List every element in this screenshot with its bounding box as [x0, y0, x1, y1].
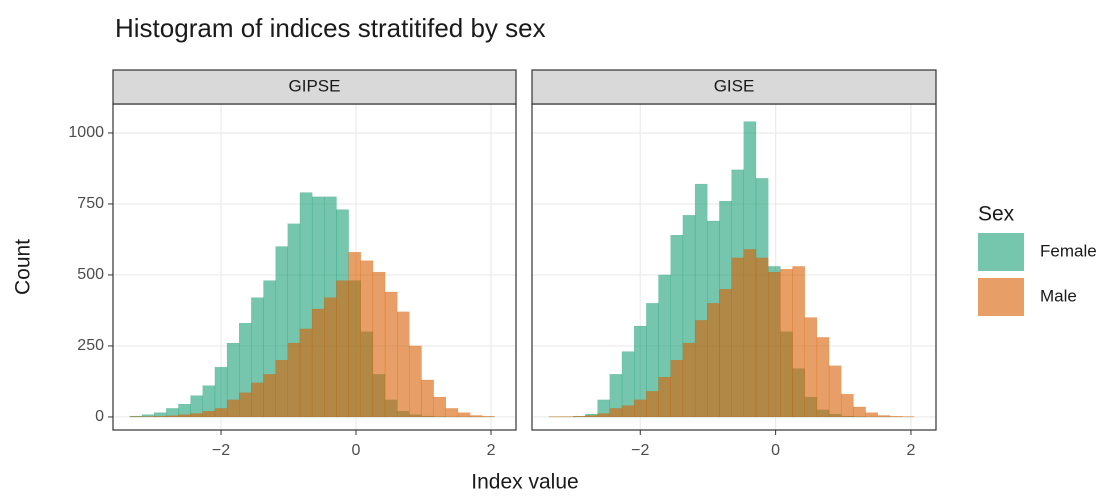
x-tick-label: 0	[771, 442, 780, 459]
histogram-bar	[287, 342, 301, 418]
histogram-bar	[719, 288, 732, 418]
histogram-bar	[226, 399, 240, 418]
chart-title: Histogram of indices stratitifed by sex	[115, 13, 546, 43]
x-tick-label: 0	[352, 442, 361, 459]
histogram-bar	[573, 416, 586, 418]
legend-label: Female	[1040, 241, 1097, 260]
y-tick-label: 500	[77, 266, 104, 283]
histogram-bar	[743, 249, 757, 418]
histogram-bar	[597, 413, 610, 418]
histogram-bar	[154, 416, 167, 418]
x-axis-label: Index value	[471, 471, 578, 494]
histogram-bar	[585, 415, 598, 418]
y-tick-label: 750	[77, 195, 104, 212]
facet-strip	[531, 69, 937, 105]
x-tick-label: −2	[212, 442, 230, 459]
y-tick-label: 0	[95, 408, 104, 425]
histogram-bar	[336, 280, 349, 418]
histogram-bar	[755, 257, 769, 418]
x-tick-label: 2	[907, 442, 916, 459]
facet-title: GIPSE	[289, 76, 341, 95]
histogram-bar	[877, 415, 891, 418]
histogram-bar	[445, 408, 459, 418]
histogram-bar	[214, 408, 228, 418]
histogram-bar	[384, 291, 398, 418]
histogram-bar	[841, 394, 854, 418]
x-tick-label: −2	[631, 442, 649, 459]
histogram-bar	[457, 412, 471, 418]
histogram-bar	[634, 399, 647, 418]
legend-label: Male	[1040, 286, 1077, 305]
histogram-bar	[299, 328, 313, 418]
histogram-bar	[251, 382, 264, 418]
y-tick-label: 250	[77, 337, 104, 354]
y-tick-label: 1000	[68, 124, 104, 141]
histogram-bar	[853, 406, 866, 418]
histogram-bar	[792, 266, 805, 418]
histogram-bar	[324, 297, 337, 418]
histogram-bar	[482, 416, 495, 418]
facet-title: GISE	[714, 76, 755, 95]
histogram-bar	[768, 271, 781, 418]
x-tick-label: 2	[487, 442, 496, 459]
legend-title: Sex	[978, 203, 1015, 226]
histogram-bar	[780, 269, 793, 418]
histogram-bar	[694, 320, 708, 418]
histogram-bar	[178, 414, 191, 418]
histogram-bar	[682, 342, 696, 418]
histogram-bar	[166, 415, 179, 418]
histogram-bar	[889, 416, 903, 418]
histogram-bar	[202, 411, 216, 418]
histogram-bar	[348, 252, 361, 418]
histogram-bar	[865, 412, 878, 418]
histogram-bar	[433, 396, 446, 418]
histogram-bar	[621, 405, 635, 418]
histogram-bar	[609, 408, 623, 418]
histogram-bar	[397, 311, 410, 418]
histogram-bar	[731, 257, 744, 418]
histogram-bar	[311, 308, 325, 418]
histogram-bar	[469, 415, 483, 418]
legend-key	[978, 278, 1024, 316]
histogram-bar	[372, 271, 386, 418]
y-axis-label: Count	[12, 239, 35, 295]
histogram-bar	[360, 260, 374, 418]
histogram-bar	[646, 391, 659, 418]
histogram-bar	[828, 365, 842, 418]
histogram-bar	[239, 392, 252, 418]
histogram-bar	[275, 359, 288, 418]
histogram-bar	[816, 337, 830, 418]
histogram-bar	[670, 359, 684, 418]
histogram-bar	[409, 345, 422, 418]
histogram-bar	[804, 317, 818, 418]
histogram-bar	[190, 413, 203, 418]
histogram-bar	[263, 374, 276, 418]
histogram-bar	[707, 303, 720, 418]
facet-strip	[112, 69, 517, 105]
histogram-bar	[421, 379, 434, 418]
legend-key	[978, 233, 1024, 271]
histogram-bar	[658, 377, 671, 418]
